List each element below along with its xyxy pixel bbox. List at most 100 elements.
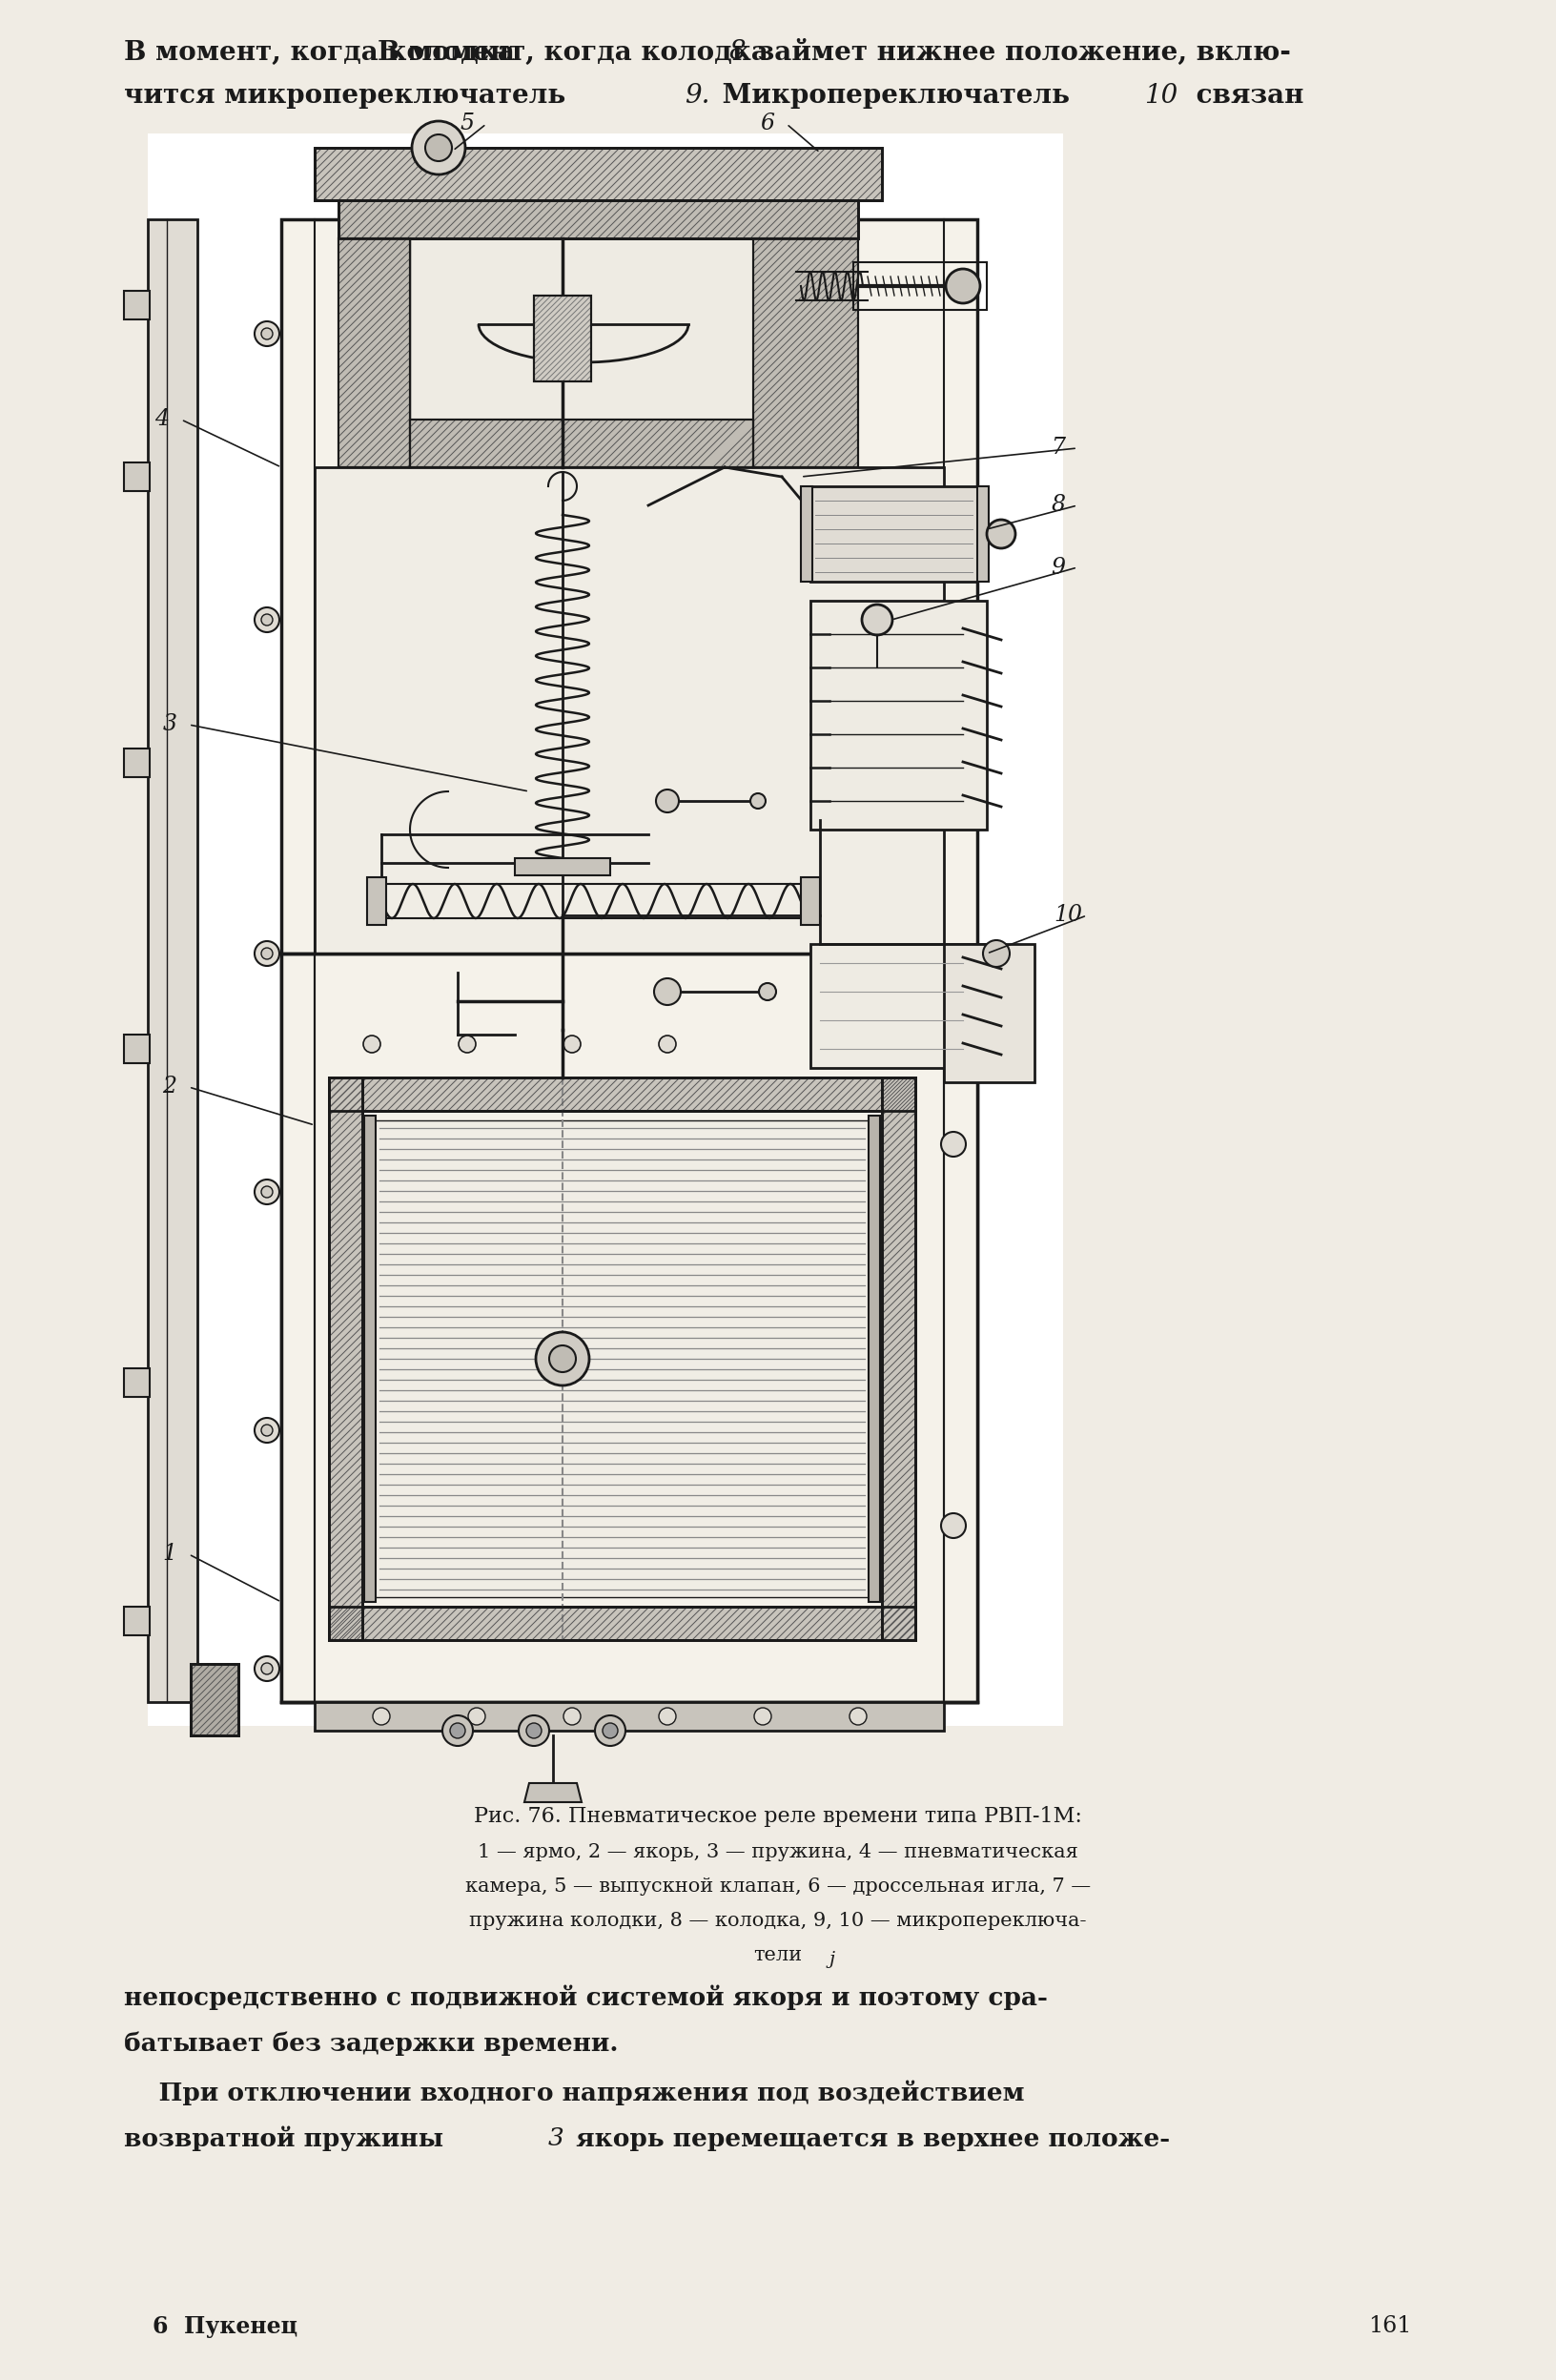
Bar [282,219,977,1702]
Bar [515,859,610,876]
Bar [367,878,386,926]
Bar [314,148,882,200]
Circle shape [442,1716,473,1747]
Bar [328,1078,363,1640]
Bar [339,200,857,238]
Text: При отключении входного напряжения под воздействием: При отключении входного напряжения под в… [124,2080,1024,2106]
Bar [191,1664,238,1735]
Circle shape [261,1664,272,1676]
Text: Микропереключатель: Микропереключатель [713,83,1078,107]
Bar [124,1607,149,1635]
Text: пружина колодки, 8 — колодка, 9, 10 — микропереключа-: пружина колодки, 8 — колодка, 9, 10 — ми… [470,1911,1086,1930]
Circle shape [425,133,451,162]
Circle shape [261,947,272,959]
Bar [801,878,820,926]
Bar [124,1368,149,1397]
Text: Рис. 76. Пневматическое реле времени типа РВП-1М:: Рис. 76. Пневматическое реле времени тип… [475,1806,1081,1828]
Circle shape [563,1709,580,1726]
Circle shape [363,1035,380,1052]
Bar [314,1702,944,1730]
Circle shape [658,1035,675,1052]
Circle shape [535,1333,590,1385]
Text: 6  Пукенец: 6 Пукенец [152,2316,297,2337]
Bar [753,238,857,466]
Circle shape [657,790,678,812]
Text: чится микропереключатель: чится микропереключатель [124,83,574,107]
Bar [811,486,977,581]
Circle shape [987,519,1016,547]
Bar [124,750,149,778]
Bar [409,238,753,419]
Text: 1: 1 [162,1542,177,1566]
Text: 8: 8 [730,40,747,64]
Text: 8: 8 [1052,495,1066,516]
Text: 3: 3 [162,714,177,735]
Bar [148,219,198,1702]
Text: 9: 9 [1052,557,1066,578]
Circle shape [255,940,280,966]
Bar [328,1078,363,1640]
Text: тели: тели [753,1947,803,1966]
Text: 1 — ярмо, 2 — якорь, 3 — пружина, 4 — пневматическая: 1 — ярмо, 2 — якорь, 3 — пружина, 4 — пн… [478,1845,1078,1861]
Circle shape [373,1709,391,1726]
Circle shape [594,1716,626,1747]
Bar [811,945,987,1069]
Text: В момент, когда колодка: В момент, когда колодка [378,40,778,64]
Text: 7: 7 [1052,438,1066,459]
Bar [977,486,988,581]
Circle shape [255,1418,280,1442]
Bar [409,419,753,466]
Bar [372,1121,873,1597]
Bar [882,1078,915,1640]
Circle shape [526,1723,541,1737]
Polygon shape [524,1783,582,1802]
Bar [314,466,944,954]
Bar [328,1607,915,1640]
Text: 6: 6 [761,112,775,136]
Bar [339,200,857,238]
Circle shape [549,1345,576,1373]
Bar [364,1116,375,1602]
Circle shape [261,1426,272,1435]
Bar [534,295,591,381]
Text: 2: 2 [162,1076,177,1097]
Circle shape [459,1035,476,1052]
Bar [339,238,409,466]
Text: j: j [829,1952,836,1968]
Text: 9.: 9. [685,83,710,107]
Circle shape [563,1035,580,1052]
Circle shape [255,1656,280,1680]
Bar [124,290,149,319]
Circle shape [946,269,980,302]
Circle shape [255,607,280,633]
Bar [148,133,1063,1726]
Circle shape [983,940,1010,966]
Text: 3: 3 [548,2128,565,2152]
Text: В момент, когда колодка: В момент, когда колодка [124,40,524,64]
Bar [801,486,812,581]
Text: 10: 10 [1053,904,1081,926]
Bar [191,1664,238,1735]
Text: 161: 161 [1368,2316,1411,2337]
Bar [314,148,882,200]
Circle shape [261,1185,272,1197]
Circle shape [862,605,893,635]
Text: связан: связан [1187,83,1304,107]
Text: непосредственно с подвижной системой якоря и поэтому сра-: непосредственно с подвижной системой яко… [124,1985,1047,2011]
Circle shape [255,1180,280,1204]
Bar [944,945,1035,1083]
Bar [853,262,987,309]
Circle shape [261,614,272,626]
Circle shape [468,1709,485,1726]
Circle shape [750,793,766,809]
Bar [534,295,591,381]
Circle shape [941,1514,966,1537]
Bar [868,1116,881,1602]
Circle shape [450,1723,465,1737]
Bar [339,238,409,466]
Circle shape [941,1133,966,1157]
Bar [409,419,753,466]
Bar [882,1078,915,1640]
Text: 4: 4 [156,409,170,431]
Circle shape [658,1709,675,1726]
